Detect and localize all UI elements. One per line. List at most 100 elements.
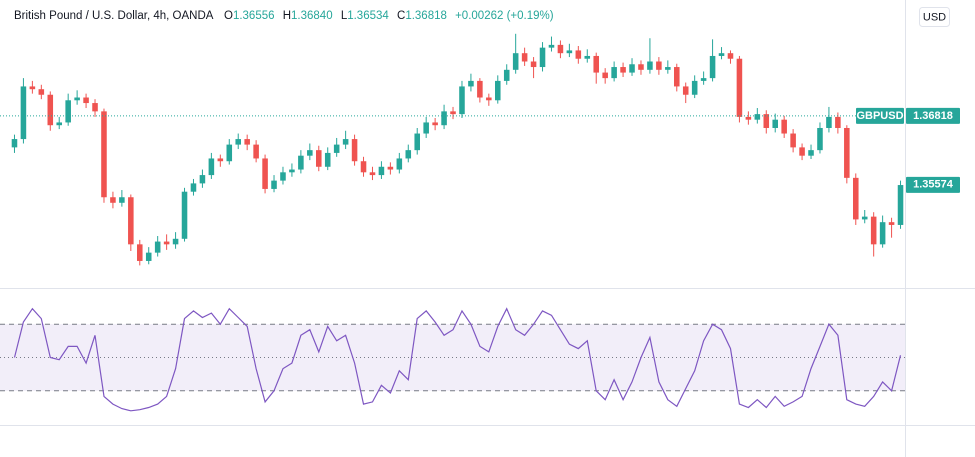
- candle-body: [512, 53, 519, 70]
- candle-body: [888, 222, 895, 225]
- candle-body: [244, 139, 250, 145]
- candle-body: [709, 55, 716, 79]
- candle-body: [128, 197, 134, 245]
- candle-body: [208, 158, 215, 176]
- candle-body: [145, 252, 152, 261]
- candle-body: [110, 197, 116, 203]
- candle-body: [656, 61, 662, 70]
- currency-label[interactable]: USD: [923, 11, 946, 23]
- candle-body: [342, 139, 349, 145]
- candle-body: [74, 97, 80, 101]
- candle-body: [262, 158, 268, 189]
- candle-body: [718, 53, 725, 56]
- candle-body: [593, 55, 599, 73]
- candle-body: [486, 97, 492, 101]
- candle-body: [727, 53, 734, 59]
- candle-body: [101, 111, 107, 198]
- symbol: British Pound / U.S. Dollar, 4h, OANDA: [14, 10, 214, 22]
- header: British Pound / U.S. Dollar, 4h, OANDA O…: [14, 10, 554, 22]
- candle-body: [763, 114, 770, 128]
- candle-body: [423, 122, 429, 134]
- currency-button[interactable]: [919, 7, 950, 27]
- candle-body: [65, 100, 71, 123]
- candle-body: [432, 122, 438, 126]
- candle-body: [897, 185, 904, 225]
- ohlc-label: C: [397, 10, 405, 22]
- candle-body: [163, 241, 170, 245]
- candle-body: [396, 158, 403, 170]
- symbol-name-box: [856, 107, 904, 124]
- candle-body: [333, 144, 340, 153]
- candle-body: [477, 80, 483, 98]
- candle-body: [754, 114, 761, 120]
- candle-body: [745, 116, 752, 120]
- candle-body: [47, 94, 54, 126]
- candle-body: [83, 97, 89, 104]
- axes: GBPUSD 1.36818 1.35574: [856, 107, 960, 193]
- candle-body: [530, 61, 537, 68]
- candle-body: [611, 67, 617, 79]
- ohlc-value: 1.36818: [405, 10, 447, 22]
- candle-body: [20, 86, 27, 140]
- candle-body: [879, 222, 886, 245]
- last-price-box: [906, 176, 960, 193]
- ohlc-label: O: [224, 10, 233, 22]
- candle-body: [468, 80, 474, 87]
- candle-body: [602, 72, 608, 79]
- candle-body: [387, 166, 394, 170]
- candle-body: [441, 111, 447, 126]
- candle-body: [29, 86, 36, 90]
- candle-body: [844, 127, 850, 178]
- candle-body: [307, 150, 313, 156]
- ohlc-value: 1.36556: [233, 10, 275, 22]
- candle-body: [172, 238, 179, 245]
- ohlc-value: 1.36840: [291, 10, 333, 22]
- candle-body: [226, 144, 233, 162]
- candle-body: [584, 55, 591, 59]
- ohlc-value: 1.36534: [347, 10, 389, 22]
- candle-body: [539, 47, 546, 68]
- candle-body: [289, 169, 295, 173]
- candle-body: [503, 69, 510, 81]
- candle-body: [414, 133, 420, 151]
- candle-body: [674, 67, 680, 87]
- symbol-price-label: 1.36818: [913, 110, 953, 122]
- candle-body: [700, 78, 707, 81]
- candle-body: [799, 147, 805, 156]
- candle-body: [790, 133, 796, 148]
- candle-body: [808, 150, 814, 156]
- candle-body: [56, 122, 62, 126]
- candle-body: [647, 61, 653, 70]
- candle-body: [826, 116, 832, 128]
- ohlc-label: L: [341, 10, 348, 22]
- candle-body: [181, 191, 188, 239]
- candle-body: [235, 139, 241, 145]
- candle-body: [298, 155, 304, 170]
- candle-body: [736, 58, 743, 117]
- candle-body: [324, 152, 331, 167]
- candle-body: [566, 50, 573, 54]
- candle-body: [450, 111, 456, 115]
- oscillator-line: [13, 307, 902, 412]
- candle-body: [405, 150, 412, 159]
- candle-body: [360, 161, 367, 173]
- candle-body: [691, 80, 698, 95]
- candle-body: [870, 216, 877, 245]
- candle-body: [861, 216, 868, 220]
- candle-body: [253, 144, 259, 159]
- candle-body: [271, 180, 277, 189]
- change: +0.00262 (+0.19%): [455, 10, 554, 22]
- candle-body: [548, 44, 555, 48]
- candle-body: [638, 64, 644, 70]
- ohlc-label: H: [283, 10, 291, 22]
- candle-body: [781, 119, 787, 134]
- candle-body: [190, 183, 197, 192]
- candle-body: [620, 67, 626, 73]
- candle-body: [682, 86, 689, 95]
- candle-body: [92, 103, 98, 112]
- candle-body: [835, 116, 841, 128]
- candle-body: [521, 53, 528, 62]
